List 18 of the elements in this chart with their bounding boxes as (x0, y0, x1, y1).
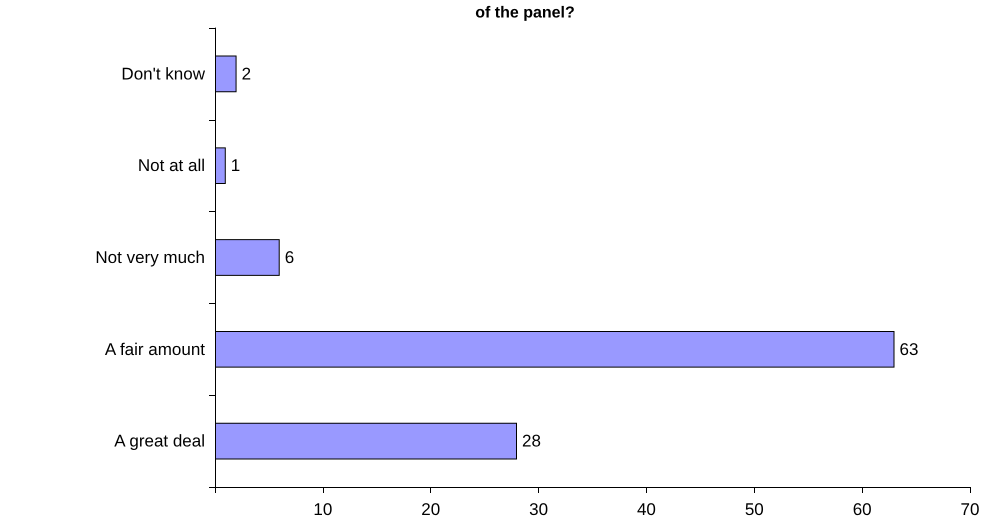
x-tick-label: 20 (421, 500, 440, 519)
x-tick-label: 30 (529, 500, 548, 519)
x-tick-label: 10 (313, 500, 332, 519)
data-label: 1 (230, 156, 240, 176)
x-tick-label: 40 (636, 500, 656, 519)
data-label: 28 (522, 432, 541, 451)
x-tick-label: 70 (960, 500, 980, 519)
y-tick-label: Don't know (121, 64, 206, 84)
y-tick-label: Not at all (138, 156, 205, 176)
x-tick-label: 50 (744, 500, 764, 519)
chart-title: of the panel? (475, 4, 575, 22)
y-tick-label: A fair amount (104, 340, 206, 359)
data-label: 6 (284, 248, 294, 267)
y-tick-label: Not very much (95, 248, 205, 267)
data-label: 2 (242, 64, 252, 84)
x-tick-label: 60 (852, 500, 872, 519)
y-tick-label: A great deal (114, 432, 205, 451)
data-label: 63 (900, 340, 918, 359)
